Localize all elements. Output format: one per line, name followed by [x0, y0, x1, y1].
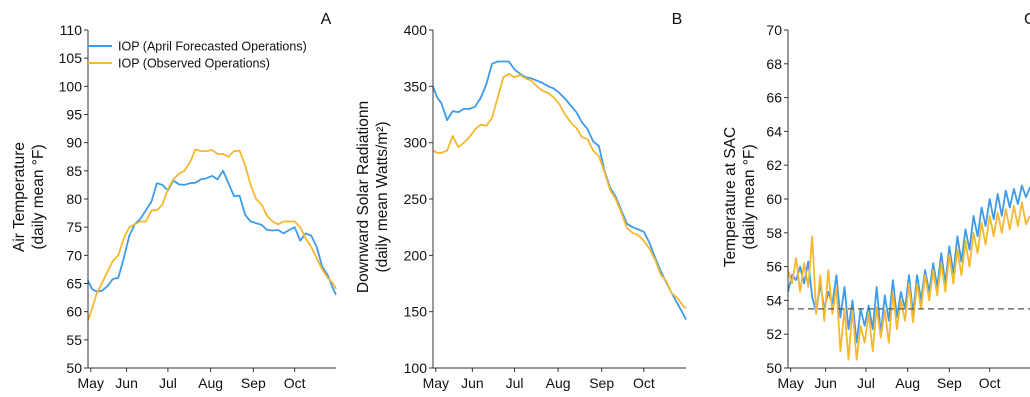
ylabel-c-line1: Temperature at SAC [722, 127, 739, 267]
y-tick-label-a: 110 [60, 22, 83, 38]
y-tick-label-c: 68 [766, 56, 782, 72]
y-tick-label-c: 70 [766, 22, 782, 38]
y-tick-label-c: 52 [766, 326, 782, 342]
ylabel-c-line2: (daily mean °F) [741, 144, 758, 249]
x-tick-label-a: Sep [241, 375, 266, 391]
series-line-forecast-a [87, 169, 337, 296]
x-tick-label-a: Oct [284, 375, 306, 391]
x-tick-label-a: Jun [115, 375, 138, 391]
y-tick-label-b: 200 [404, 247, 428, 263]
y-tick-label-a: 95 [66, 107, 82, 123]
ylabel-b-line2: (daily mean Watts/m²) [374, 121, 391, 272]
y-tick-label-b: 350 [404, 78, 428, 94]
y-tick-label-a: 90 [66, 135, 82, 151]
ylabel-b-line1: Downward Solar Radiationn [355, 101, 372, 293]
x-tick-label-a: Jul [159, 375, 177, 391]
legend-label-observed: IOP (Observed Operations) [118, 57, 270, 71]
x-tick-label-c: May [777, 375, 803, 391]
panel-c: Temperature at SAC (daily mean °F) C 50 5… [722, 11, 1030, 391]
legend: IOP (April Forecasted Operations) IOP (O… [88, 40, 307, 71]
y-tick-label-b: 150 [404, 304, 428, 320]
x-tick-label-c: Sep [937, 375, 962, 391]
y-tick-label-b: 400 [404, 22, 428, 38]
y-tick-label-c: 50 [766, 360, 782, 376]
x-tick-label-b: Jul [506, 375, 524, 391]
y-tick-label-c: 58 [766, 225, 782, 241]
x-tick-label-a: Aug [198, 375, 223, 391]
series-line-observed-b [432, 73, 687, 309]
x-tick-label-b: May [423, 375, 449, 391]
y-tick-label-c: 64 [766, 123, 782, 139]
y-tick-label-c: 60 [766, 191, 782, 207]
y-tick-label-a: 60 [66, 304, 82, 320]
y-tick-label-c: 66 [766, 90, 782, 106]
y-tick-label-a: 55 [66, 332, 82, 348]
y-tick-label-a: 80 [66, 191, 82, 207]
series-line-forecast-c [787, 184, 1030, 344]
y-tick-label-a: 50 [66, 360, 82, 376]
y-tick-label-c: 56 [766, 259, 782, 275]
x-tick-label-b: Jun [461, 375, 484, 391]
y-tick-label-a: 100 [59, 78, 83, 94]
y-tick-label-c: 54 [766, 292, 782, 308]
x-tick-label-c: Jun [814, 375, 837, 391]
y-tick-label-b: 250 [404, 191, 428, 207]
y-tick-label-a: 70 [66, 247, 82, 263]
x-tick-label-a: May [78, 375, 104, 391]
x-tick-label-c: Oct [979, 375, 1001, 391]
y-tick-label-a: 65 [66, 276, 82, 292]
y-tick-label-a: 85 [66, 163, 82, 179]
legend-label-forecast: IOP (April Forecasted Operations) [118, 40, 307, 54]
series-line-forecast-b [432, 60, 687, 320]
x-tick-label-c: Aug [895, 375, 920, 391]
panel-label-c: C [1024, 11, 1030, 28]
ylabel-a-line1: Air Temperature [11, 142, 28, 252]
y-tick-label-b: 100 [404, 360, 428, 376]
x-tick-label-b: Aug [546, 375, 571, 391]
series-line-observed-c [787, 201, 1030, 361]
series-line-observed-a [87, 148, 337, 321]
y-tick-label-b: 300 [404, 135, 428, 151]
panel-label-b: B [672, 11, 683, 28]
panel-a: Air Temperature (daily mean °F) A 50 55 60… [11, 11, 337, 391]
y-tick-label-a: 75 [66, 219, 82, 235]
panel-label-a: A [321, 11, 332, 28]
ylabel-a-line2: (daily mean °F) [30, 144, 47, 249]
y-tick-label-c: 62 [766, 157, 782, 173]
x-tick-label-b: Sep [589, 375, 614, 391]
panel-b: Downward Solar Radiationn (daily mean Wa… [355, 11, 687, 391]
x-tick-label-c: Jul [857, 375, 875, 391]
x-tick-label-b: Oct [633, 375, 655, 391]
y-tick-label-a: 105 [59, 50, 83, 66]
